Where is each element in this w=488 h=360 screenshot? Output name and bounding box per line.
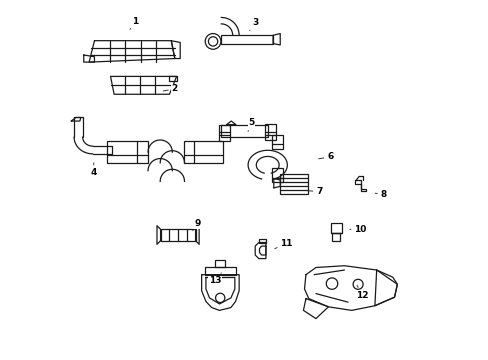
Text: 10: 10 — [349, 225, 366, 234]
Text: 2: 2 — [163, 84, 178, 93]
Bar — [221, 35, 272, 44]
Text: 12: 12 — [355, 285, 368, 300]
Bar — [264, 124, 275, 140]
Bar — [215, 260, 225, 267]
Text: 13: 13 — [208, 273, 221, 285]
Text: 9: 9 — [192, 219, 200, 231]
Bar — [258, 239, 265, 243]
Bar — [205, 267, 235, 275]
Bar — [330, 223, 341, 233]
Text: 3: 3 — [249, 18, 258, 31]
Text: 6: 6 — [318, 152, 333, 161]
Bar — [184, 141, 223, 163]
Bar — [221, 125, 267, 137]
Bar — [272, 168, 283, 182]
Text: 5: 5 — [247, 118, 254, 131]
Bar — [107, 141, 148, 163]
Text: 8: 8 — [374, 190, 386, 199]
Bar — [219, 125, 230, 141]
Bar — [332, 233, 340, 241]
Text: 7: 7 — [308, 187, 322, 196]
Text: 1: 1 — [130, 17, 139, 30]
Bar — [272, 135, 283, 149]
Bar — [160, 229, 195, 241]
Text: 4: 4 — [90, 163, 97, 177]
Bar — [280, 174, 307, 194]
Text: 11: 11 — [274, 239, 292, 249]
